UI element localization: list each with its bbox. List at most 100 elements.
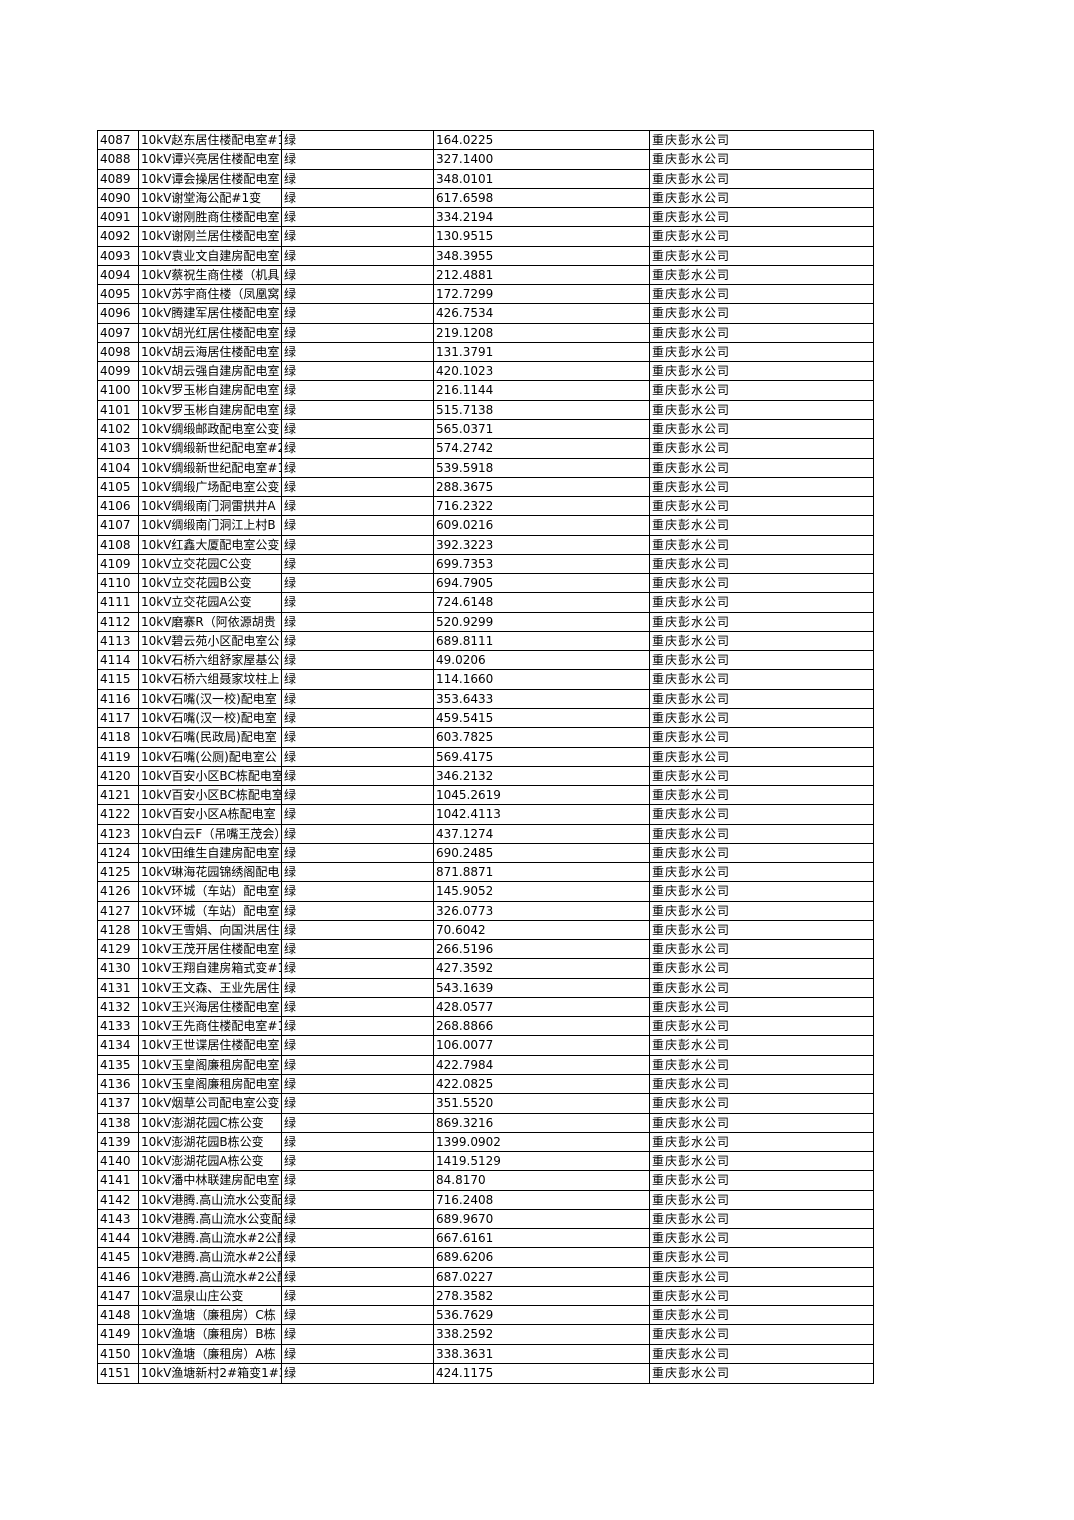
device-name: 10kV蔡祝生商住楼（机具 bbox=[139, 265, 282, 285]
company: 重庆彭水公司 bbox=[652, 1134, 731, 1149]
status-color: 绿 bbox=[282, 612, 434, 631]
status-color: 绿 bbox=[282, 728, 434, 747]
table-row: 4115 10kV石桥六组聂家坟柱上绿 114.1660 重庆彭水公司 bbox=[98, 670, 873, 690]
row-id: 4103 bbox=[98, 439, 139, 458]
row-id: 4115 bbox=[98, 670, 139, 689]
value: 603.7825 bbox=[434, 728, 650, 747]
device-name: 10kV立交花园B公变 bbox=[139, 574, 282, 593]
status-color: 绿 bbox=[282, 670, 434, 689]
company: 重庆彭水公司 bbox=[652, 344, 731, 359]
value: 574.2742 bbox=[434, 439, 650, 458]
device-name: 10kV王兴海居住楼配电室 bbox=[139, 997, 282, 1017]
status-color: 绿 bbox=[282, 1229, 434, 1248]
value: 334.2194 bbox=[434, 208, 650, 227]
value: 216.1144 bbox=[434, 381, 650, 400]
row-id: 4131 bbox=[98, 978, 139, 997]
company: 重庆彭水公司 bbox=[652, 1154, 731, 1169]
table-row: 4151 10kV渔塘新村2#箱变1#3 绿 424.1175 重庆彭水公司 bbox=[98, 1364, 873, 1384]
device-name: 10kV田维生自建房配电室 bbox=[139, 843, 282, 863]
value: 353.6433 bbox=[434, 689, 650, 708]
table-row: 4131 10kV王文森、王业先居住绿 543.1639 重庆彭水公司 bbox=[98, 978, 873, 998]
status-color: 绿 bbox=[282, 651, 434, 670]
company: 重庆彭水公司 bbox=[652, 807, 731, 822]
table-row: 4105 10kV绸缎广场配电室公变绿 288.3675 重庆彭水公司 bbox=[98, 477, 873, 498]
row-id: 4126 bbox=[98, 882, 139, 901]
status-color: 绿 bbox=[282, 1344, 434, 1363]
value: 130.9515 bbox=[434, 227, 650, 246]
company: 重庆彭水公司 bbox=[652, 402, 731, 417]
status-color: 绿 bbox=[282, 997, 434, 1017]
status-color: 绿 bbox=[282, 554, 434, 574]
value: 459.5415 bbox=[434, 708, 650, 728]
device-name: 10kV港腾.高山流水公变配 bbox=[139, 1190, 282, 1209]
table-row: 4121 10kV百安小区BC栋配电室绿 1045.2619 重庆彭水公司 bbox=[98, 786, 873, 806]
row-id: 4118 bbox=[98, 728, 139, 747]
row-id: 4102 bbox=[98, 419, 139, 439]
device-name: 10kV碧云苑小区配电室公 bbox=[139, 631, 282, 651]
company: 重庆彭水公司 bbox=[652, 1346, 731, 1361]
device-name: 10kV烟草公司配电室公变 bbox=[139, 1094, 282, 1113]
device-name: 10kV石嘴(民政局)配电室 bbox=[139, 728, 282, 747]
device-name: 10kV港腾.高山流水#2公配 bbox=[139, 1267, 282, 1286]
row-id: 4128 bbox=[98, 920, 139, 940]
row-id: 4148 bbox=[98, 1306, 139, 1325]
table-row: 4098 10kV胡云海居住楼配电室绿 131.3791 重庆彭水公司 bbox=[98, 342, 873, 363]
device-name: 10kV百安小区A栋配电室 bbox=[139, 805, 282, 824]
status-color: 绿 bbox=[282, 265, 434, 285]
row-id: 4104 bbox=[98, 458, 139, 477]
row-id: 4096 bbox=[98, 304, 139, 323]
row-id: 4093 bbox=[98, 246, 139, 265]
table-row: 4089 10kV谭会操居住楼配电室绿 348.0101 重庆彭水公司 bbox=[98, 169, 873, 189]
status-color: 绿 bbox=[282, 304, 434, 323]
value: 520.9299 bbox=[434, 612, 650, 631]
status-color: 绿 bbox=[282, 631, 434, 651]
table-row: 4133 10kV王先商住楼配电室#1 绿 268.8866 重庆彭水公司 bbox=[98, 1017, 873, 1037]
device-name: 10kV环城（车站）配电室 bbox=[139, 882, 282, 901]
table-row: 4101 10kV罗玉彬自建房配电室绿 515.7138 重庆彭水公司 bbox=[98, 400, 873, 420]
row-id: 4141 bbox=[98, 1171, 139, 1190]
table-row: 4140 10kV澎湖花园A栋公变绿 1419.5129 重庆彭水公司 bbox=[98, 1152, 873, 1172]
value: 689.6206 bbox=[434, 1248, 650, 1267]
status-color: 绿 bbox=[282, 920, 434, 940]
row-id: 4114 bbox=[98, 651, 139, 670]
table-row: 4129 10kV王茂开居住楼配电室绿 266.5196 重庆彭水公司 bbox=[98, 940, 873, 960]
company: 重庆彭水公司 bbox=[652, 922, 731, 937]
row-id: 4138 bbox=[98, 1113, 139, 1132]
row-id: 4088 bbox=[98, 150, 139, 169]
value: 392.3223 bbox=[434, 535, 650, 554]
device-name: 10kV王先商住楼配电室#1 bbox=[139, 1017, 282, 1036]
table-row: 4108 10kV红鑫大厦配电室公变绿 392.3223 重庆彭水公司 bbox=[98, 535, 873, 555]
company: 重庆彭水公司 bbox=[652, 768, 731, 783]
row-id: 4136 bbox=[98, 1075, 139, 1094]
device-name: 10kV潘中林联建房配电室 bbox=[139, 1171, 282, 1190]
status-color: 绿 bbox=[282, 131, 434, 150]
device-name: 10kV谢刚胜商住楼配电室 bbox=[139, 208, 282, 227]
row-id: 4149 bbox=[98, 1325, 139, 1344]
table-row: 4145 10kV港腾.高山流水#2公配绿 689.6206 重庆彭水公司 bbox=[98, 1248, 873, 1268]
value: 70.6042 bbox=[434, 920, 650, 940]
company: 重庆彭水公司 bbox=[652, 1327, 731, 1342]
device-name: 10kV立交花园A公变 bbox=[139, 593, 282, 612]
device-name: 10kV港腾.高山流水公变配 bbox=[139, 1209, 282, 1229]
row-id: 4145 bbox=[98, 1248, 139, 1267]
value: 338.2592 bbox=[434, 1325, 650, 1344]
table-row: 4097 10kV胡光红居住楼配电室绿 219.1208 重庆彭水公司 bbox=[98, 323, 873, 343]
company: 重庆彭水公司 bbox=[652, 1288, 731, 1303]
status-color: 绿 bbox=[282, 1190, 434, 1209]
value: 84.8170 bbox=[434, 1171, 650, 1190]
table-row: 4106 10kV绸缎南门洞雷拱井A 绿 716.2322 重庆彭水公司 bbox=[98, 497, 873, 517]
table-row: 4090 10kV谢堂海公配#1变绿 617.6598 重庆彭水公司 bbox=[98, 188, 873, 209]
row-id: 4120 bbox=[98, 766, 139, 786]
table-row: 4091 10kV谢刚胜商住楼配电室绿 334.2194 重庆彭水公司 bbox=[98, 208, 873, 228]
row-id: 4119 bbox=[98, 747, 139, 766]
value: 1045.2619 bbox=[434, 786, 650, 805]
device-name: 10kV渔塘（廉租房）B栋 bbox=[139, 1325, 282, 1344]
value: 539.5918 bbox=[434, 458, 650, 477]
status-color: 绿 bbox=[282, 1132, 434, 1152]
table-row: 4093 10kV袁业文自建房配电室绿 348.3955 重庆彭水公司 bbox=[98, 246, 873, 266]
value: 338.3631 bbox=[434, 1344, 650, 1363]
row-id: 4101 bbox=[98, 400, 139, 419]
row-id: 4133 bbox=[98, 1017, 139, 1036]
device-name: 10kV渔塘（廉租房）A栋 bbox=[139, 1344, 282, 1363]
